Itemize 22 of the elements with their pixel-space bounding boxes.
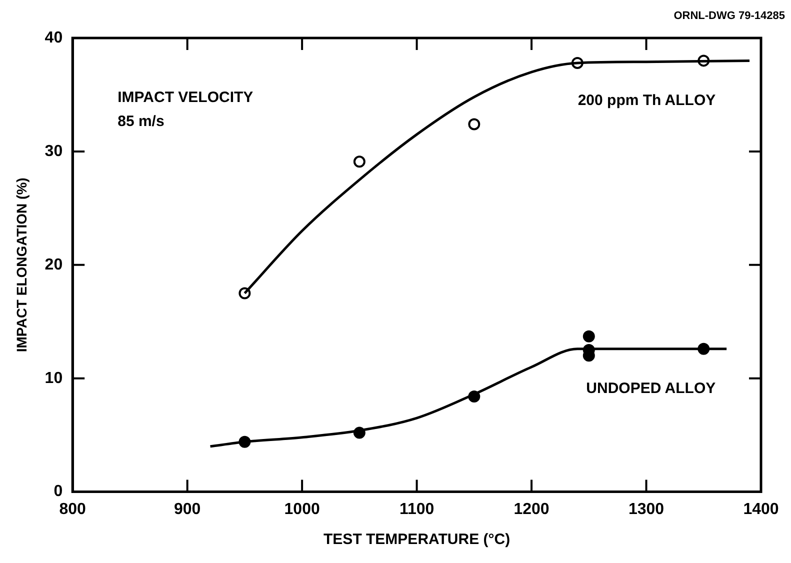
x-tick-label: 800 — [59, 500, 86, 518]
point — [353, 156, 366, 168]
y-tick-label: 40 — [44, 29, 63, 46]
y-tick-label: 0 — [54, 483, 63, 500]
legend-label: UNDOPED ALLOY — [586, 380, 716, 397]
point — [468, 118, 480, 130]
x-axis-title: TEST TEMPERATURE (°C) — [324, 531, 510, 548]
x-tick-label: 900 — [174, 500, 201, 518]
x-tick-label: 1000 — [284, 500, 320, 518]
y-tick-label: 20 — [44, 256, 63, 274]
x-tick-label: 1200 — [514, 500, 550, 518]
y-tick-label: 10 — [44, 370, 63, 387]
annotation: 85 m/s — [118, 113, 164, 130]
series-label: 200 ppm Th ALLOY — [578, 92, 716, 109]
x-tick-label: 1300 — [628, 500, 664, 518]
annotation: IMPACT VELOCITY — [118, 89, 254, 106]
y-tick-label: 30 — [44, 142, 63, 160]
y-axis-title: IMPACT ELONGATION (%) — [13, 178, 30, 352]
text: ORNL-DWG 79-14285 — [674, 10, 785, 22]
point — [582, 330, 595, 342]
x-tick-label: 1100 — [399, 500, 434, 518]
x-tick-label: 1400 — [743, 500, 779, 518]
